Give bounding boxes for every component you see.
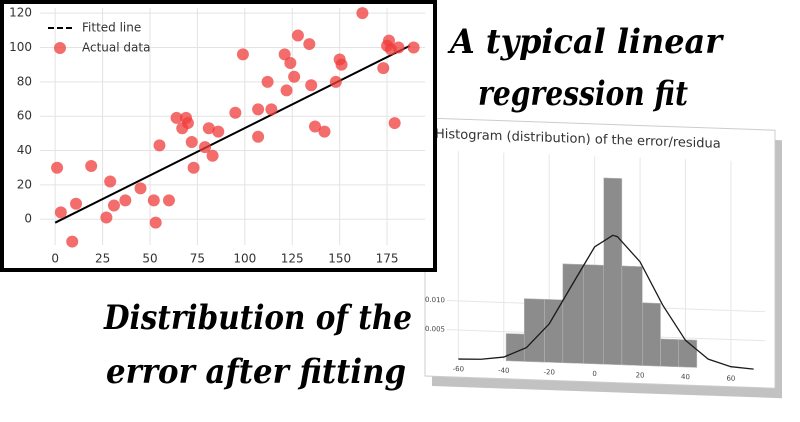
histogram-bar: [544, 299, 564, 364]
data-point: [181, 117, 194, 130]
caption: Distribution of the: [103, 298, 412, 338]
data-point: [54, 206, 67, 219]
data-point: [288, 70, 301, 83]
data-point: [305, 79, 318, 92]
histogram-bar: [621, 265, 643, 366]
data-point: [284, 56, 297, 69]
x-tick-label: 0: [592, 370, 596, 378]
x-tick-label: 125: [281, 252, 304, 266]
data-point: [291, 29, 304, 42]
data-point: [206, 149, 219, 162]
legend-label: Fitted line: [82, 21, 141, 35]
histogram-bar: [603, 177, 623, 366]
y-tick-label: 40: [17, 143, 32, 157]
data-point: [147, 194, 160, 207]
histogram-bar: [583, 264, 604, 365]
data-point: [153, 139, 166, 152]
data-point: [162, 194, 175, 207]
data-point: [185, 135, 198, 148]
histogram-bar: [505, 333, 525, 362]
caption: error after fitting: [106, 352, 406, 392]
data-point: [212, 125, 225, 138]
data-point: [252, 130, 265, 143]
data-point: [119, 194, 132, 207]
x-tick-label: 0: [51, 252, 59, 266]
data-point: [356, 7, 369, 20]
x-tick-label: 60: [726, 375, 735, 383]
data-point: [278, 48, 291, 61]
caption: A typical linear: [447, 22, 724, 62]
data-point: [335, 58, 348, 71]
density-curve: [458, 234, 754, 370]
data-point: [309, 120, 321, 133]
data-point: [318, 125, 331, 138]
x-tick-label: 100: [233, 252, 256, 266]
histogram-bar: [678, 339, 698, 368]
y-tick-label: 0: [24, 212, 32, 226]
scatter-panel: 0 25 50 75 100 125 150 175 0 20 40 60 80 100 120 Fitted…: [0, 0, 437, 272]
histogram-bar: [523, 298, 545, 363]
histogram-bar: [562, 263, 584, 364]
y-tick-label: 80: [17, 74, 32, 88]
data-point: [229, 106, 242, 119]
x-tick-label: 175: [376, 252, 399, 266]
y-tick-label: 120: [9, 6, 32, 20]
data-point: [202, 122, 215, 135]
data-point: [407, 41, 420, 54]
x-tick-label: -20: [543, 368, 554, 376]
y-tick-label: 0.005: [425, 325, 445, 334]
data-point: [199, 141, 211, 154]
y-tick-label: 60: [17, 109, 32, 123]
fitted-line: [54, 44, 411, 224]
y-tick-label: 100: [9, 40, 32, 54]
data-point: [329, 75, 342, 88]
data-point: [149, 216, 162, 229]
x-tick-label: 25: [95, 252, 110, 266]
data-point: [303, 38, 316, 51]
data-point: [280, 84, 293, 97]
data-point: [51, 161, 64, 174]
histogram-bar: [660, 338, 679, 368]
x-tick-label: 20: [636, 371, 645, 379]
data-point: [104, 175, 117, 188]
data-point: [265, 103, 278, 116]
data-point: [252, 103, 265, 116]
data-point: [134, 182, 147, 195]
x-tick-label: 150: [328, 252, 351, 266]
data-point: [388, 117, 401, 130]
caption: regression fit: [478, 74, 688, 114]
data-point: [85, 160, 98, 172]
data-point: [236, 48, 249, 61]
legend-swatch: [54, 42, 66, 54]
data-point: [261, 75, 274, 88]
y-tick-label: 0.010: [425, 296, 445, 305]
x-tick-label: 40: [681, 373, 690, 381]
legend-label: Actual data: [82, 41, 150, 55]
data-point: [187, 161, 200, 174]
data-point: [100, 211, 113, 224]
x-tick-label: -60: [453, 365, 464, 373]
data-point: [107, 199, 120, 212]
data-point: [170, 111, 183, 124]
data-point: [377, 62, 390, 75]
data-point: [70, 197, 83, 210]
histogram-bar: [642, 302, 661, 367]
x-tick-label: -40: [498, 367, 509, 375]
y-tick-label: 20: [17, 177, 32, 191]
data-point: [392, 41, 405, 54]
x-tick-label: 75: [190, 252, 205, 266]
data-point: [66, 235, 79, 248]
x-tick-label: 50: [142, 252, 157, 266]
histogram-panel: Histogram (distribution) of the error/re…: [424, 117, 776, 389]
